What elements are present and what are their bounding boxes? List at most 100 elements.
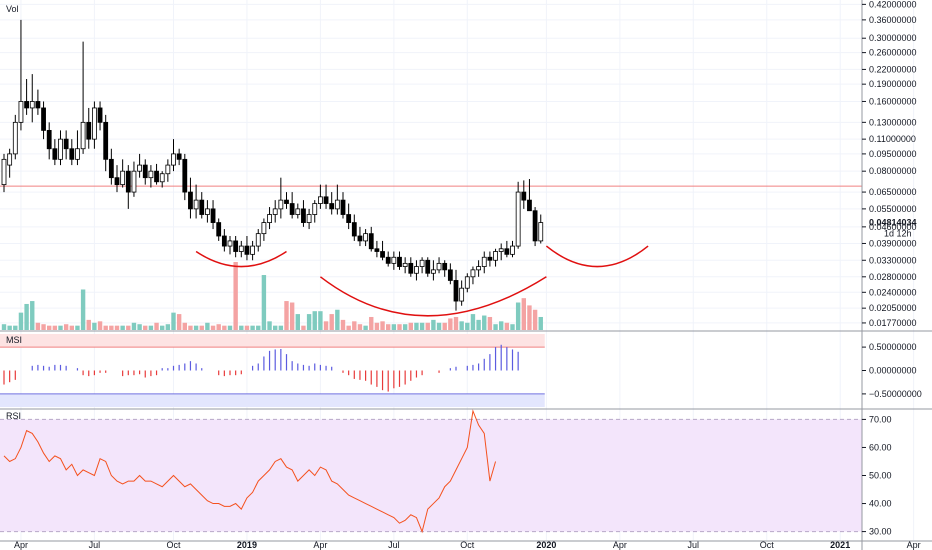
candle-body [46, 129, 52, 150]
volume-bar [7, 325, 12, 330]
price-tick-label: 0.05500000 [869, 204, 917, 214]
volume-bars [1, 262, 543, 330]
volume-bar [267, 321, 272, 330]
candle-body [233, 240, 239, 252]
candle-body [238, 245, 244, 252]
candle-body [374, 248, 380, 252]
volume-bar [171, 312, 176, 330]
candle-body [244, 245, 250, 255]
volume-bar [35, 322, 41, 330]
candle-body [86, 121, 92, 140]
volume-bar [148, 325, 154, 330]
candlesticks [1, 19, 544, 311]
price-tick-label: 0.16000000 [869, 96, 917, 106]
volume-bar [233, 262, 238, 330]
price-tick-label: 0.04600000 [869, 222, 917, 232]
volume-bar [538, 316, 543, 330]
price-tick-label: 0.02800000 [869, 272, 917, 282]
volume-bar [419, 322, 425, 330]
volume-bar [340, 319, 346, 330]
candle-body [35, 101, 41, 109]
volume-bar [182, 322, 187, 330]
volume-bar [222, 325, 227, 330]
time-tick-label: Apr [907, 540, 921, 550]
volume-bar [357, 324, 363, 330]
candle-body [459, 287, 465, 302]
candle-body [430, 269, 436, 274]
volume-bar [504, 322, 510, 330]
candle-body [521, 191, 527, 201]
volume-bar [120, 325, 125, 330]
time-tick-label: Oct [460, 540, 475, 550]
volume-bar [273, 325, 278, 330]
time-tick-label: Apr [613, 540, 627, 550]
time-tick-label: Apr [313, 540, 327, 550]
volume-bar [431, 319, 436, 330]
time-tick-label: Jul [89, 540, 101, 550]
volume-bar [80, 289, 86, 330]
volume-bar [97, 321, 103, 330]
last-price-label: 0.04814034 [869, 217, 917, 227]
volume-bar [312, 311, 317, 330]
volume-bar [493, 324, 498, 330]
candle-body [52, 148, 58, 160]
candle-body [447, 269, 453, 281]
volume-bar [52, 325, 58, 330]
volume-bar [103, 325, 108, 330]
volume-bar [363, 325, 368, 330]
candle-body [317, 196, 323, 204]
price-tick-label: 0.03300000 [869, 255, 917, 265]
volume-bar [470, 314, 476, 330]
volume-bar [30, 301, 35, 330]
volume-bar [295, 314, 300, 330]
candle-body [92, 107, 97, 140]
volume-bar [374, 322, 380, 330]
volume-bar [165, 324, 171, 330]
price-tick-label: 0.02400000 [869, 287, 917, 297]
candle-body [216, 222, 222, 237]
price-tick-label: 0.19000000 [869, 79, 917, 89]
candle-body [391, 256, 397, 264]
volume-bar [109, 325, 114, 330]
candle-body [284, 199, 289, 204]
price-axis[interactable]: 0.42000000 0.36000000 0.30000000 0.26000000… [862, 0, 922, 537]
candle-body [7, 153, 13, 166]
price-tick-label: 0.02050000 [869, 303, 917, 313]
volume-bar [41, 324, 46, 330]
candle-body [272, 208, 278, 215]
volume-bar [284, 301, 289, 330]
candle-body [334, 199, 340, 210]
candle-body [148, 170, 154, 179]
candle-body [29, 101, 35, 109]
volume-bar [369, 316, 374, 330]
volume-bar [352, 321, 357, 330]
candle-body [193, 199, 199, 210]
time-tick-label: 2019 [237, 540, 257, 550]
volume-bar [521, 298, 526, 330]
time-axis[interactable]: Apr Jul Oct 2019 Apr Jul Oct 2020 Apr Jul Oct 2021 A… [14, 540, 921, 550]
candle-body [481, 256, 487, 267]
candle-body [301, 208, 306, 223]
volume-bar [482, 315, 487, 330]
candle-body [425, 259, 431, 274]
candle-body [171, 153, 176, 166]
candle-body [120, 170, 126, 186]
rsi-tick-label: 60.00 [869, 442, 892, 452]
candle-body [419, 259, 425, 267]
candle-body [493, 251, 498, 261]
volume-bar [459, 321, 464, 330]
candle-body [204, 208, 210, 215]
volume-bar [289, 302, 295, 330]
candle-body [41, 107, 46, 131]
rsi-tick-label: 40.00 [869, 499, 892, 509]
volume-bar [92, 322, 97, 330]
volume-bar [137, 324, 142, 330]
msi-upper-band [0, 334, 545, 348]
volume-bar [47, 325, 52, 330]
candle-body [176, 153, 182, 160]
volume-bar [261, 275, 267, 330]
candle-body [306, 214, 312, 223]
msi-tick-label: 0.00000000 [869, 366, 917, 376]
candle-body [527, 199, 532, 212]
candle-body [165, 164, 171, 175]
